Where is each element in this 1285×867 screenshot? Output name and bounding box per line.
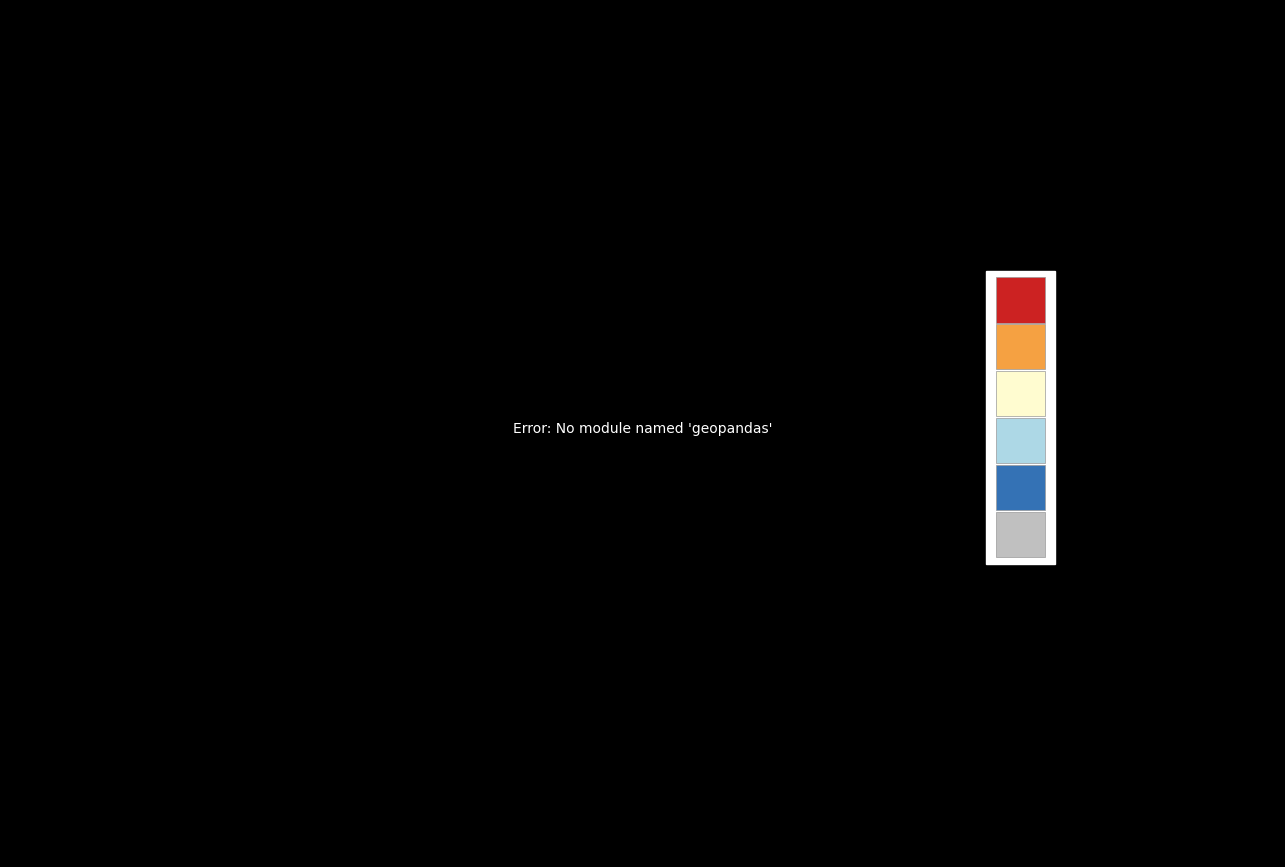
Bar — [996, 324, 1045, 369]
Bar — [996, 371, 1045, 416]
Text: Error: No module named 'geopandas': Error: No module named 'geopandas' — [513, 422, 772, 436]
FancyBboxPatch shape — [986, 271, 1055, 564]
Bar — [996, 512, 1045, 557]
Bar — [996, 277, 1045, 323]
Bar — [996, 418, 1045, 463]
Bar — [996, 465, 1045, 510]
